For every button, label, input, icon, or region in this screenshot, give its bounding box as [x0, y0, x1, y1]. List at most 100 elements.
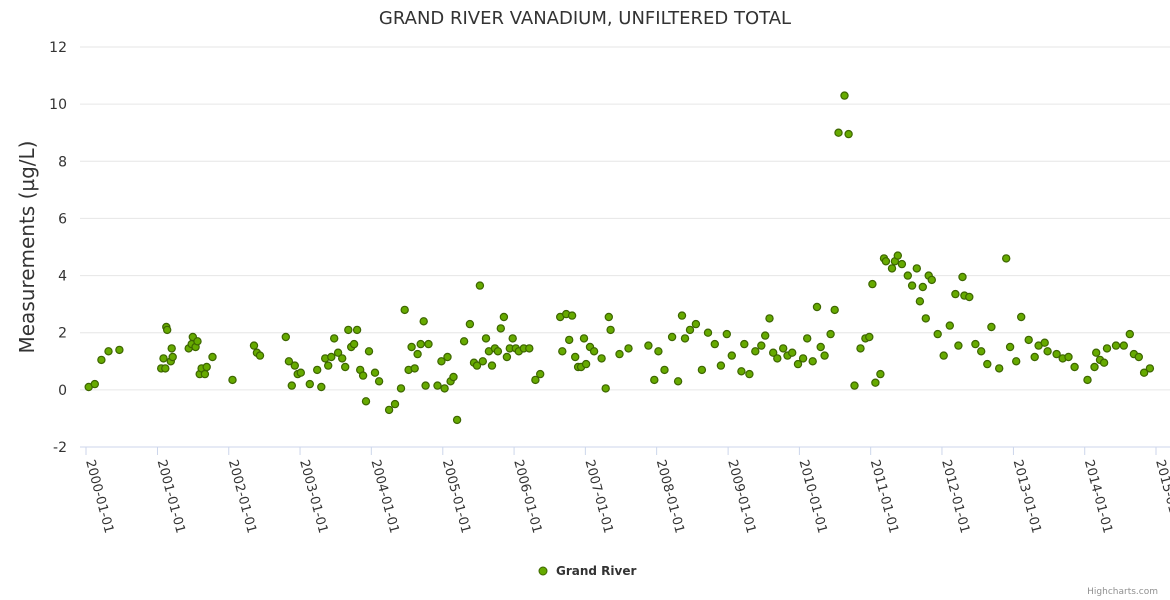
data-point[interactable]	[710, 339, 720, 349]
data-point[interactable]	[918, 282, 928, 292]
data-point[interactable]	[1064, 352, 1073, 362]
data-point[interactable]	[1145, 364, 1155, 373]
data-point[interactable]	[673, 377, 683, 386]
data-point[interactable]	[344, 325, 353, 335]
data-point[interactable]	[571, 352, 580, 362]
data-point[interactable]	[589, 347, 599, 356]
data-point[interactable]	[290, 361, 299, 370]
data-point[interactable]	[481, 334, 491, 343]
data-point[interactable]	[324, 361, 333, 370]
data-point[interactable]	[443, 352, 452, 362]
data-point[interactable]	[907, 281, 917, 290]
data-point[interactable]	[660, 365, 669, 375]
data-point[interactable]	[727, 351, 737, 360]
data-point[interactable]	[1012, 357, 1021, 366]
data-point[interactable]	[745, 369, 754, 379]
data-point[interactable]	[751, 347, 760, 356]
data-point[interactable]	[97, 355, 106, 365]
data-point[interactable]	[410, 364, 419, 373]
data-point[interactable]	[654, 347, 663, 356]
series-grand-river-points[interactable]	[84, 91, 1155, 425]
data-point[interactable]	[487, 361, 497, 370]
data-point[interactable]	[820, 351, 829, 360]
data-point[interactable]	[788, 348, 797, 357]
data-point[interactable]	[773, 354, 782, 363]
data-point[interactable]	[358, 371, 368, 380]
data-point[interactable]	[1052, 349, 1061, 359]
data-point[interactable]	[716, 361, 726, 370]
data-point[interactable]	[531, 375, 540, 385]
data-point[interactable]	[667, 332, 677, 342]
data-point[interactable]	[502, 352, 512, 362]
data-point[interactable]	[374, 377, 384, 386]
data-point[interactable]	[798, 354, 808, 363]
data-point[interactable]	[856, 344, 865, 353]
data-point[interactable]	[413, 349, 422, 359]
data-point[interactable]	[558, 347, 567, 356]
data-point[interactable]	[903, 271, 913, 280]
data-point[interactable]	[361, 397, 371, 406]
data-point[interactable]	[1070, 362, 1079, 372]
data-point[interactable]	[933, 329, 942, 339]
data-point[interactable]	[333, 348, 343, 357]
data-point[interactable]	[765, 314, 774, 323]
data-point[interactable]	[740, 339, 749, 349]
data-point[interactable]	[615, 349, 624, 359]
data-point[interactable]	[1005, 342, 1015, 352]
data-point[interactable]	[597, 354, 606, 363]
data-point[interactable]	[987, 322, 996, 332]
data-point[interactable]	[995, 364, 1004, 373]
data-point[interactable]	[1091, 348, 1101, 357]
data-point[interactable]	[921, 314, 931, 323]
data-point[interactable]	[871, 378, 880, 387]
legend[interactable]: Grand River	[538, 564, 636, 578]
data-point[interactable]	[1134, 352, 1144, 362]
data-point[interactable]	[881, 257, 891, 266]
data-point[interactable]	[1017, 312, 1026, 322]
data-point[interactable]	[601, 384, 610, 393]
data-point[interactable]	[761, 331, 770, 340]
data-point[interactable]	[424, 339, 433, 349]
data-point[interactable]	[499, 312, 509, 322]
data-point[interactable]	[939, 351, 948, 360]
data-point[interactable]	[865, 332, 874, 342]
data-point[interactable]	[449, 372, 458, 382]
data-point[interactable]	[1043, 347, 1052, 356]
data-point[interactable]	[691, 319, 701, 329]
data-point[interactable]	[452, 415, 462, 425]
data-point[interactable]	[951, 289, 960, 299]
data-point[interactable]	[579, 334, 589, 343]
data-point[interactable]	[816, 342, 825, 352]
data-point[interactable]	[1139, 368, 1149, 377]
data-point[interactable]	[161, 364, 170, 373]
data-point[interactable]	[971, 339, 980, 349]
data-point[interactable]	[193, 337, 202, 346]
data-point[interactable]	[421, 381, 430, 390]
data-point[interactable]	[416, 339, 425, 349]
data-point[interactable]	[384, 405, 394, 415]
data-point[interactable]	[844, 129, 853, 139]
credits-link[interactable]: Highcharts.com	[1087, 587, 1158, 597]
data-point[interactable]	[912, 264, 922, 273]
data-point[interactable]	[1002, 254, 1011, 263]
data-point[interactable]	[983, 359, 992, 369]
data-point[interactable]	[876, 369, 885, 379]
data-point[interactable]	[284, 357, 294, 366]
data-point[interactable]	[433, 381, 442, 390]
data-point[interactable]	[567, 311, 577, 320]
data-point[interactable]	[396, 384, 406, 393]
data-point[interactable]	[604, 312, 614, 322]
data-point[interactable]	[115, 345, 124, 355]
data-point[interactable]	[104, 347, 113, 356]
data-point[interactable]	[722, 329, 732, 339]
data-point[interactable]	[349, 339, 359, 349]
data-point[interactable]	[697, 365, 707, 375]
data-point[interactable]	[1099, 358, 1109, 367]
data-point[interactable]	[407, 342, 416, 352]
data-point[interactable]	[850, 381, 859, 390]
data-point[interactable]	[834, 128, 843, 137]
data-point[interactable]	[915, 297, 925, 306]
data-point[interactable]	[364, 347, 374, 356]
data-point[interactable]	[840, 91, 849, 100]
data-point[interactable]	[287, 381, 296, 390]
